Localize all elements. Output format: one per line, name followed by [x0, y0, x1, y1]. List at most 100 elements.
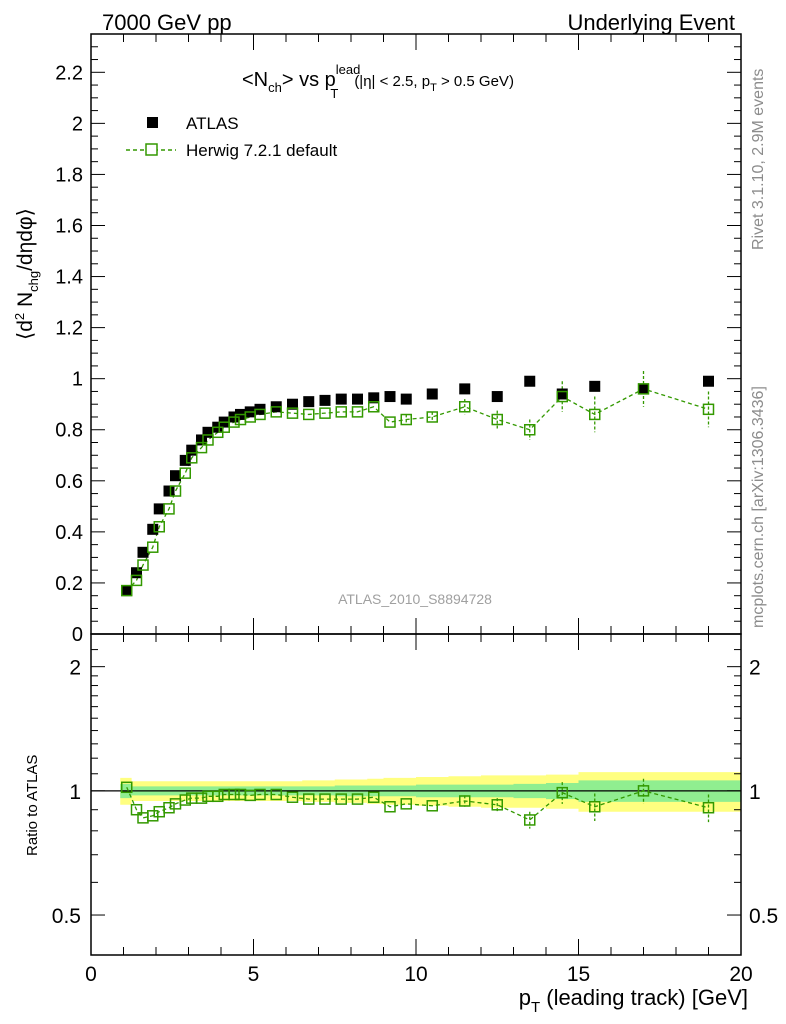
main-ytick-label: 2	[72, 113, 83, 135]
ratio-herwig-point	[384, 801, 396, 813]
ratio-herwig-point	[589, 801, 601, 813]
herwig-point	[426, 411, 438, 423]
ratio-herwig-point	[121, 781, 133, 794]
header-right: Underlying Event	[567, 10, 735, 35]
main-ytick-label: 2.2	[55, 62, 83, 84]
ratio-ytick-label-right: 0.5	[749, 905, 778, 928]
herwig-point	[589, 408, 601, 421]
atlas-point	[335, 393, 347, 405]
ratio-xtick-label: 15	[567, 963, 590, 986]
atlas-point	[170, 470, 181, 482]
ratio-herwig-point	[335, 793, 347, 805]
ratio-herwig-point	[270, 788, 282, 801]
ratio-herwig-point	[368, 791, 380, 803]
ratio-xtick-label: 20	[729, 963, 752, 986]
atlas-point	[202, 426, 214, 438]
herwig-point	[459, 401, 471, 413]
ratio-herwig-point	[163, 801, 175, 814]
atlas-point	[137, 546, 149, 558]
herwig-point	[491, 413, 503, 426]
atlas-point	[163, 485, 175, 497]
herwig-point	[228, 416, 240, 428]
ratio-xtick-label: 5	[248, 963, 260, 986]
main-ylabel: ⟨d2 Nchg/dηdφ⟩	[12, 208, 41, 340]
rivet-label: Rivet 3.1.10, 2.9M events	[750, 69, 767, 250]
ratio-herwig-point	[351, 793, 364, 805]
ratio-marks	[121, 778, 715, 829]
herwig-point	[186, 452, 198, 464]
herwig-point	[556, 390, 568, 403]
ratio-herwig-point	[130, 803, 143, 816]
ratio-herwig-point	[212, 790, 224, 803]
ratio-herwig-point	[426, 800, 438, 812]
atlas-point	[121, 585, 133, 597]
main-ytick-label: 1.4	[55, 267, 83, 289]
ratio-xtick-label: 0	[85, 963, 97, 986]
herwig-point	[286, 407, 299, 419]
herwig-point	[319, 407, 331, 419]
ratio-herwig-point	[459, 795, 471, 807]
ratio-ytick-label: 2	[69, 657, 81, 680]
herwig-point	[202, 434, 214, 446]
ratio-herwig-point	[524, 814, 536, 826]
herwig-line	[126, 388, 709, 592]
main-ytick-label: 0.4	[55, 522, 83, 544]
herwig-point	[270, 406, 282, 418]
atlas-point	[491, 391, 503, 403]
ratio-herwig-point	[319, 793, 331, 805]
ratio-herwig-line	[126, 787, 709, 821]
main-ytick-label: 0.8	[55, 420, 83, 442]
legend-atlas-marker	[147, 117, 158, 128]
atlas-point	[384, 391, 396, 403]
main-ytick-label: 0.2	[55, 573, 83, 595]
ratio-herwig-point	[228, 788, 240, 801]
atlas-point	[179, 454, 191, 466]
herwig-point	[368, 401, 380, 413]
watermark: ATLAS_2010_S8894728	[338, 591, 492, 607]
ratio-ytick-label: 1	[69, 781, 81, 804]
main-marks	[121, 371, 715, 597]
atlas-point	[703, 375, 714, 387]
mcplots-label: mcplots.cern.ch [arXiv:1306.3436]	[750, 386, 767, 628]
ratio-herwig-point	[254, 788, 266, 801]
herwig-point	[169, 485, 182, 497]
herwig-point	[384, 416, 396, 428]
ratio-ylabel: Ratio to ATLAS	[24, 755, 41, 856]
legend: ATLAS Herwig 7.2.1 default	[126, 114, 337, 160]
main-axes: 0 0.2 0.4 0.6 0.8 1 1.2 1.4 1.6 1.8 2 2.2	[55, 33, 742, 646]
atlas-point	[459, 383, 471, 395]
ratio-herwig-point	[556, 786, 568, 799]
herwig-point	[702, 403, 715, 416]
atlas-point	[303, 396, 315, 408]
ratio-herwig-point	[179, 794, 191, 806]
ratio-xtick-label: 10	[404, 963, 427, 986]
herwig-point	[524, 423, 536, 436]
ratio-herwig-point	[286, 791, 299, 803]
atlas-point	[287, 398, 298, 410]
ratio-herwig-point	[147, 810, 159, 822]
herwig-point	[153, 521, 165, 533]
atlas-point	[147, 523, 159, 535]
legend-atlas-label: ATLAS	[186, 114, 239, 133]
main-ytick-label: 0	[72, 624, 83, 646]
main-ytick-label: 1	[72, 369, 83, 391]
herwig-point	[130, 574, 143, 587]
herwig-point	[121, 584, 133, 597]
herwig-point	[400, 413, 412, 426]
ratio-herwig-point	[637, 785, 650, 797]
atlas-point	[131, 567, 142, 579]
ratio-herwig-point	[702, 801, 715, 814]
ratio-ytick-label-right: 2	[749, 657, 761, 680]
x-axis-label: pT (leading track) [GeV]	[519, 985, 748, 1016]
atlas-point	[589, 380, 601, 392]
atlas-point	[400, 393, 412, 405]
ratio-herwig-point	[400, 798, 412, 810]
herwig-point	[637, 383, 650, 395]
ratio-axes: 0.5 0.51 12 20 5 10 15 20	[52, 633, 778, 986]
atlas-point	[319, 394, 331, 406]
legend-herwig-label: Herwig 7.2.1 default	[186, 141, 337, 160]
main-ytick-label: 0.6	[55, 471, 83, 493]
atlas-point	[153, 503, 165, 515]
atlas-point	[368, 392, 380, 404]
